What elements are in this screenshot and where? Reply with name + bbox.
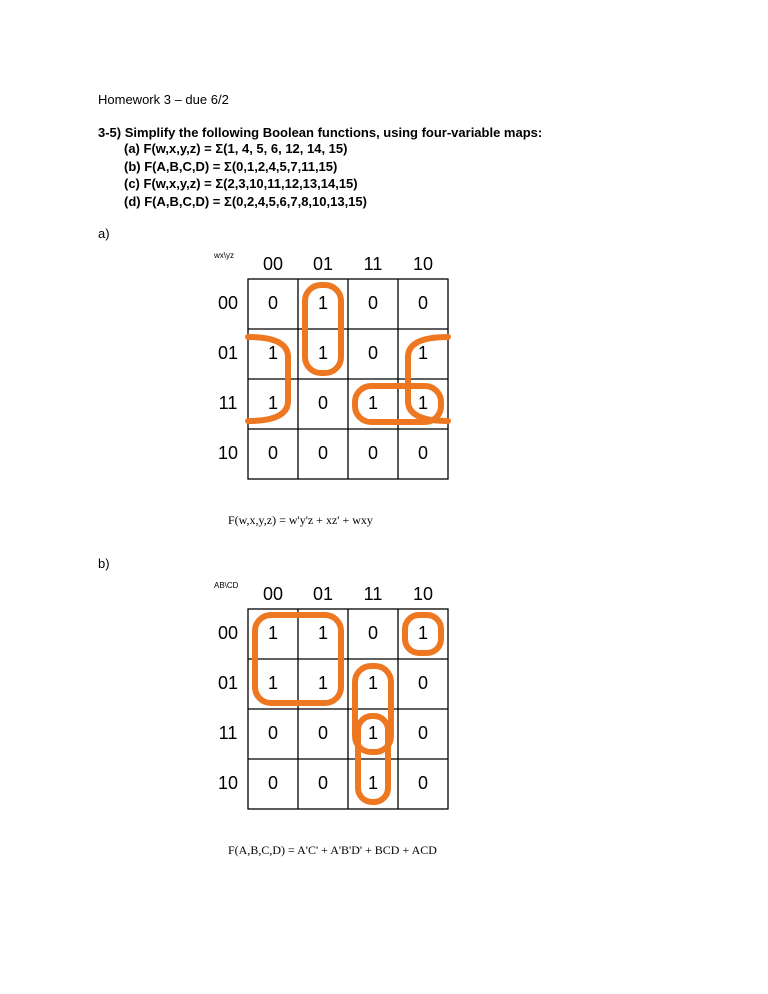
kmap-a-row-1: 01 [218, 343, 238, 363]
kmap-b-row-0: 00 [218, 623, 238, 643]
cell: 0 [368, 343, 378, 363]
kmap-b-corner: AB\CD [214, 581, 238, 590]
sub-a: (a) F(w,x,y,z) = Σ(1, 4, 5, 6, 12, 14, 1… [98, 140, 658, 158]
cell: 1 [318, 293, 328, 313]
kmap-b-caption: F(A,B,C,D) = A'C' + A'B'D' + BCD + ACD [228, 843, 658, 858]
cell: 1 [368, 393, 378, 413]
kmap-b-col-3: 10 [413, 584, 433, 604]
cell: 1 [368, 673, 378, 693]
sub-c: (c) F(w,x,y,z) = Σ(2,3,10,11,12,13,14,15… [98, 175, 658, 193]
cell: 0 [418, 443, 428, 463]
kmap-b-row-1: 01 [218, 673, 238, 693]
kmap-a-corner: wx\yz [214, 251, 234, 260]
cell: 1 [318, 673, 328, 693]
question-number: 3-5) [98, 125, 121, 140]
cell: 1 [268, 673, 278, 693]
cell: 0 [418, 293, 428, 313]
cell: 1 [268, 393, 278, 413]
kmap-a-row-0: 00 [218, 293, 238, 313]
cell: 1 [368, 773, 378, 793]
kmap-a: wx\yz 00 01 11 10 00 01 11 10 [208, 249, 658, 499]
cell: 0 [368, 443, 378, 463]
page: Homework 3 – due 6/2 3-5) Simplify the f… [0, 0, 658, 918]
homework-title: Homework 3 – due 6/2 [98, 92, 658, 107]
cell: 0 [318, 773, 328, 793]
kmap-a-col-2: 11 [364, 254, 383, 274]
cell: 0 [418, 773, 428, 793]
cell: 0 [368, 623, 378, 643]
question-prompt: Simplify the following Boolean functions… [125, 125, 542, 140]
cell: 0 [368, 293, 378, 313]
cell: 1 [418, 393, 428, 413]
kmap-a-row-3: 10 [218, 443, 238, 463]
cell: 1 [318, 623, 328, 643]
kmap-b-row-3: 10 [218, 773, 238, 793]
cell: 0 [268, 443, 278, 463]
cell: 1 [418, 623, 428, 643]
cell: 1 [418, 343, 428, 363]
cell: 0 [418, 673, 428, 693]
kmap-a-col-0: 00 [263, 254, 283, 274]
cell: 0 [268, 773, 278, 793]
cell: 0 [268, 293, 278, 313]
kmap-a-svg: 00 01 11 10 00 01 11 10 [208, 249, 478, 499]
cell: 0 [318, 393, 328, 413]
kmap-b-row-2: 11 [219, 723, 238, 743]
sub-d: (d) F(A,B,C,D) = Σ(0,2,4,5,6,7,8,10,13,1… [98, 193, 658, 211]
kmap-b-svg: 00 01 11 10 00 01 11 10 [208, 579, 478, 829]
cell: 1 [368, 723, 378, 743]
kmap-b-col-2: 11 [364, 584, 383, 604]
part-b-label: b) [98, 556, 658, 571]
kmap-a-caption: F(w,x,y,z) = w'y'z + xz' + wxy [228, 513, 658, 528]
kmap-b-col-1: 01 [313, 584, 333, 604]
question-block: 3-5) Simplify the following Boolean func… [98, 125, 658, 210]
kmap-a-col-3: 10 [413, 254, 433, 274]
cell: 0 [318, 443, 328, 463]
kmap-a-row-2: 11 [219, 393, 238, 413]
cell: 0 [318, 723, 328, 743]
part-a-label: a) [98, 226, 658, 241]
cell: 1 [268, 343, 278, 363]
cell: 1 [268, 623, 278, 643]
kmap-a-col-1: 01 [313, 254, 333, 274]
sub-b: (b) F(A,B,C,D) = Σ(0,1,2,4,5,7,11,15) [98, 158, 658, 176]
cell: 0 [418, 723, 428, 743]
cell: 1 [318, 343, 328, 363]
kmap-b: AB\CD 00 01 11 10 00 01 11 10 [208, 579, 658, 829]
kmap-b-col-0: 00 [263, 584, 283, 604]
cell: 0 [268, 723, 278, 743]
